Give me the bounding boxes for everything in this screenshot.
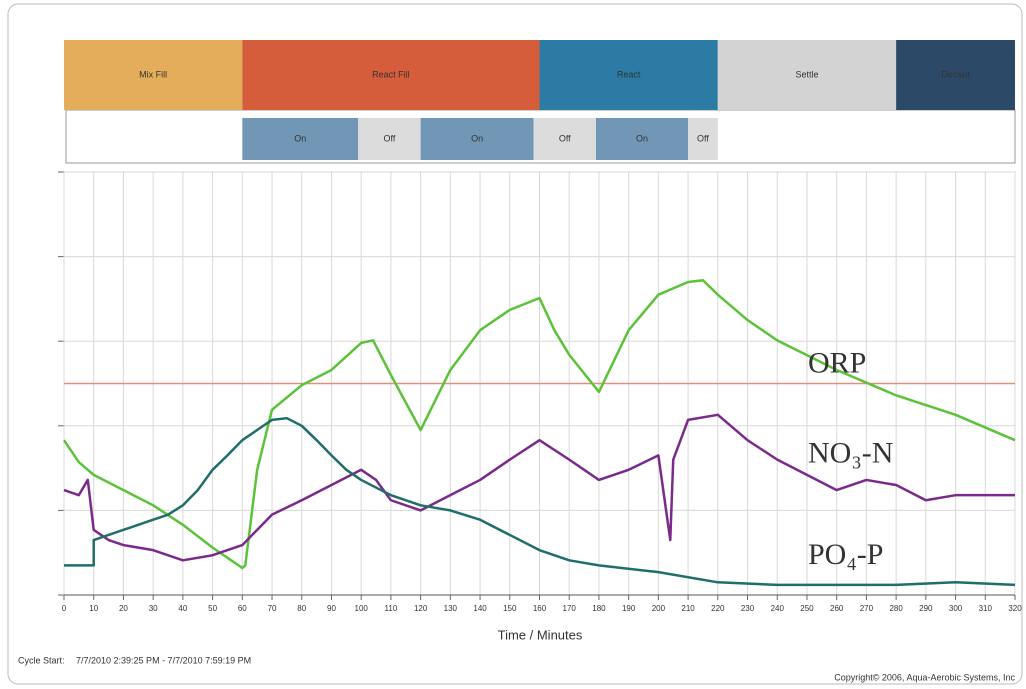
x-tick-label: 90: [327, 604, 336, 613]
x-tick-label: 240: [771, 604, 785, 613]
series-label: NO₃-N: [808, 436, 893, 469]
x-tick-label: 120: [414, 604, 428, 613]
x-tick-label: 270: [860, 604, 874, 613]
x-tick-label: 130: [444, 604, 458, 613]
series-label: ORP: [808, 346, 866, 379]
aeration-bar: [595, 118, 689, 160]
copyright: Copyright© 2006, Aqua-Aerobic Systems, I…: [834, 672, 1015, 682]
phase-bar: [539, 40, 718, 110]
phase-bar: [242, 40, 540, 110]
phase-label: React Fill: [372, 69, 410, 79]
x-tick-label: 100: [355, 604, 369, 613]
aeration-bar: [358, 118, 421, 160]
series-line: [63, 413, 1015, 562]
series-line: [62, 279, 1016, 570]
x-tick-label: 80: [297, 604, 306, 613]
phase-label: Decant: [941, 69, 970, 79]
cycle-range: 7/7/2010 2:39:25 PM - 7/7/2010 7:59:19 P…: [76, 655, 251, 665]
aeration-label: Off: [559, 133, 571, 143]
aeration-bar: [420, 118, 534, 160]
aeration-label: Off: [697, 133, 709, 143]
aeration-label: Off: [383, 133, 395, 143]
aeration-label: On: [294, 133, 306, 143]
x-tick-label: 310: [979, 604, 993, 613]
x-axis-title: Time / Minutes: [498, 627, 583, 642]
series-label: PO₄-P: [808, 538, 883, 571]
x-tick-label: 260: [830, 604, 844, 613]
x-tick-label: 60: [238, 604, 247, 613]
x-tick-label: 230: [741, 604, 755, 613]
aeration-label: On: [636, 133, 648, 143]
x-tick-label: 0: [62, 604, 67, 613]
x-tick-label: 280: [889, 604, 903, 613]
x-tick-label: 320: [1008, 604, 1022, 613]
x-tick-label: 290: [919, 604, 933, 613]
phase-bar: [896, 40, 1015, 110]
x-tick-label: 20: [119, 604, 128, 613]
series-line: [64, 416, 1016, 587]
x-tick-label: 200: [652, 604, 666, 613]
x-tick-label: 300: [949, 604, 963, 613]
x-tick-label: 210: [681, 604, 695, 613]
x-tick-label: 70: [268, 604, 277, 613]
x-tick-label: 180: [592, 604, 606, 613]
aeration-bar: [688, 118, 718, 160]
x-tick-label: 110: [385, 604, 398, 613]
x-tick-label: 140: [473, 604, 487, 613]
phase-bar: [64, 40, 243, 110]
x-tick-label: 30: [149, 604, 158, 613]
aeration-label: On: [471, 133, 483, 143]
footer-label: Cycle Start:: [18, 655, 65, 665]
phase-bar: [717, 40, 897, 110]
phase-label: Mix Fill: [139, 69, 167, 79]
x-tick-label: 250: [800, 604, 814, 613]
x-tick-label: 150: [503, 604, 517, 613]
x-tick-label: 160: [533, 604, 547, 613]
x-tick-label: 170: [563, 604, 577, 613]
phase-label: Settle: [795, 69, 818, 79]
phase-label: React: [617, 69, 641, 79]
x-tick-label: 10: [89, 604, 98, 613]
x-tick-label: 220: [711, 604, 725, 613]
aeration-bar: [242, 118, 359, 160]
aeration-bar: [533, 118, 596, 160]
x-tick-label: 50: [208, 604, 217, 613]
x-tick-label: 40: [178, 604, 187, 613]
x-tick-label: 190: [622, 604, 636, 613]
